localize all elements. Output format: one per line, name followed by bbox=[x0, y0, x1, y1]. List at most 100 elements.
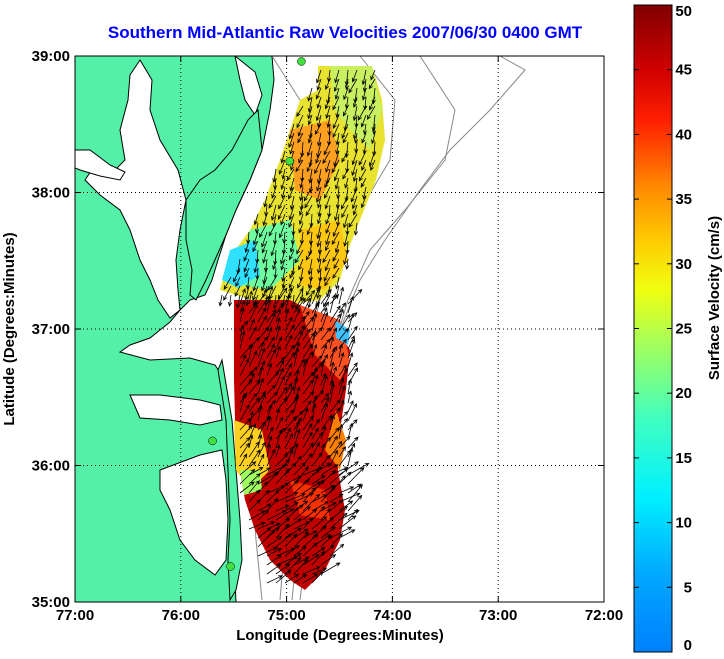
velocity-arrow bbox=[343, 249, 349, 266]
velocity-arrow bbox=[266, 336, 275, 350]
velocity-arrow bbox=[257, 360, 266, 377]
velocity-arrow bbox=[280, 249, 286, 265]
velocity-arrow bbox=[347, 447, 354, 467]
velocity-arrow bbox=[298, 258, 304, 271]
velocity-arrow bbox=[257, 347, 266, 368]
velocity-arrow bbox=[311, 494, 328, 503]
velocity-arrow bbox=[288, 123, 295, 140]
velocity-arrow bbox=[324, 276, 331, 287]
velocity-patch bbox=[335, 320, 350, 345]
albemarle-sound bbox=[129, 394, 223, 426]
delmarva-peninsula bbox=[185, 108, 263, 301]
velocity-arrow bbox=[286, 168, 295, 181]
velocity-arrow bbox=[368, 150, 376, 167]
velocity-arrow bbox=[223, 285, 232, 301]
velocity-arrow bbox=[293, 369, 300, 386]
velocity-arrow bbox=[257, 377, 264, 395]
velocity-arrow bbox=[290, 294, 296, 310]
velocity-arrow bbox=[338, 302, 347, 314]
velocity-arrow bbox=[320, 485, 337, 503]
velocity-arrow bbox=[311, 343, 318, 359]
velocity-arrow bbox=[311, 550, 326, 566]
velocity-arrow bbox=[320, 535, 333, 548]
velocity-arrow bbox=[294, 249, 304, 264]
velocity-arrow bbox=[233, 267, 241, 283]
velocity-arrow bbox=[262, 249, 268, 264]
velocity-arrow bbox=[257, 420, 266, 440]
velocity-arrow bbox=[284, 573, 300, 584]
velocity-arrow bbox=[324, 258, 331, 272]
velocity-arrow bbox=[299, 186, 304, 202]
velocity-arrow bbox=[284, 293, 291, 314]
velocity-arrow bbox=[296, 105, 304, 117]
velocity-arrow bbox=[342, 132, 349, 144]
velocity-arrow bbox=[338, 486, 355, 494]
velocity-arrow bbox=[281, 276, 286, 289]
velocity-arrow bbox=[334, 87, 340, 100]
velocity-arrow bbox=[347, 400, 354, 413]
velocity-arrow bbox=[324, 195, 331, 210]
velocity-arrow bbox=[311, 329, 317, 350]
velocity-arrow bbox=[329, 366, 337, 386]
velocity-arrow bbox=[248, 434, 254, 449]
velocity-arrow bbox=[275, 570, 292, 584]
velocity-arrow bbox=[259, 222, 268, 238]
velocity-arrow bbox=[351, 195, 358, 210]
velocity-arrow bbox=[235, 276, 241, 288]
velocity-arrow bbox=[284, 544, 300, 557]
velocity-arrow bbox=[293, 330, 304, 350]
velocity-arrow bbox=[234, 285, 241, 298]
velocity-arrow bbox=[248, 350, 258, 368]
colorbar-tick-label: 30 bbox=[675, 256, 692, 273]
velocity-arrow bbox=[244, 240, 250, 253]
velocity-arrows bbox=[218, 69, 377, 584]
velocity-arrow bbox=[284, 344, 295, 359]
colorbar bbox=[633, 4, 673, 653]
velocity-arrow bbox=[302, 351, 314, 368]
velocity-arrow bbox=[266, 535, 283, 548]
potomac-river bbox=[75, 149, 126, 181]
velocity-arrow bbox=[266, 391, 278, 404]
velocity-arrow bbox=[248, 489, 261, 503]
velocity-arrow bbox=[302, 431, 313, 449]
velocity-arrow bbox=[266, 497, 279, 512]
velocity-arrow bbox=[320, 402, 328, 422]
velocity-arrow bbox=[239, 468, 256, 485]
velocity-arrow bbox=[280, 294, 286, 309]
velocity-arrow bbox=[314, 159, 322, 175]
velocity-arrow bbox=[347, 312, 355, 332]
velocity-arrow bbox=[257, 509, 270, 521]
velocity-arrow bbox=[317, 195, 322, 209]
velocity-arrow bbox=[311, 312, 318, 332]
velocity-arrow bbox=[311, 390, 324, 404]
velocity-arrow bbox=[266, 448, 276, 467]
velocity-arrow bbox=[302, 297, 311, 314]
velocity-arrow bbox=[275, 308, 282, 323]
velocity-arrow bbox=[329, 407, 341, 422]
velocity-arrow bbox=[266, 309, 277, 323]
velocity-arrow bbox=[370, 159, 376, 171]
velocity-arrow bbox=[262, 213, 268, 227]
grid bbox=[75, 56, 604, 602]
velocity-arrow bbox=[316, 231, 322, 248]
velocity-arrow bbox=[324, 96, 331, 110]
velocity-arrow bbox=[307, 258, 313, 276]
velocity-arrow bbox=[263, 195, 268, 208]
velocity-arrow bbox=[329, 440, 343, 458]
velocity-arrow bbox=[311, 546, 326, 557]
velocity-arrow bbox=[358, 168, 367, 182]
velocity-arrow bbox=[315, 150, 322, 164]
velocity-arrow bbox=[288, 213, 295, 228]
velocity-arrow bbox=[244, 285, 250, 301]
velocity-arrow bbox=[351, 150, 358, 166]
velocity-arrow bbox=[243, 249, 250, 262]
velocity-arrow bbox=[333, 258, 340, 270]
velocity-arrow bbox=[329, 347, 336, 368]
velocity-arrow bbox=[302, 487, 316, 503]
velocity-arrow bbox=[305, 204, 313, 217]
velocity-arrow bbox=[239, 300, 245, 314]
velocity-arrow bbox=[297, 123, 304, 137]
velocity-arrow bbox=[248, 423, 257, 440]
velocity-arrow bbox=[261, 240, 268, 254]
velocity-arrow bbox=[266, 369, 280, 386]
